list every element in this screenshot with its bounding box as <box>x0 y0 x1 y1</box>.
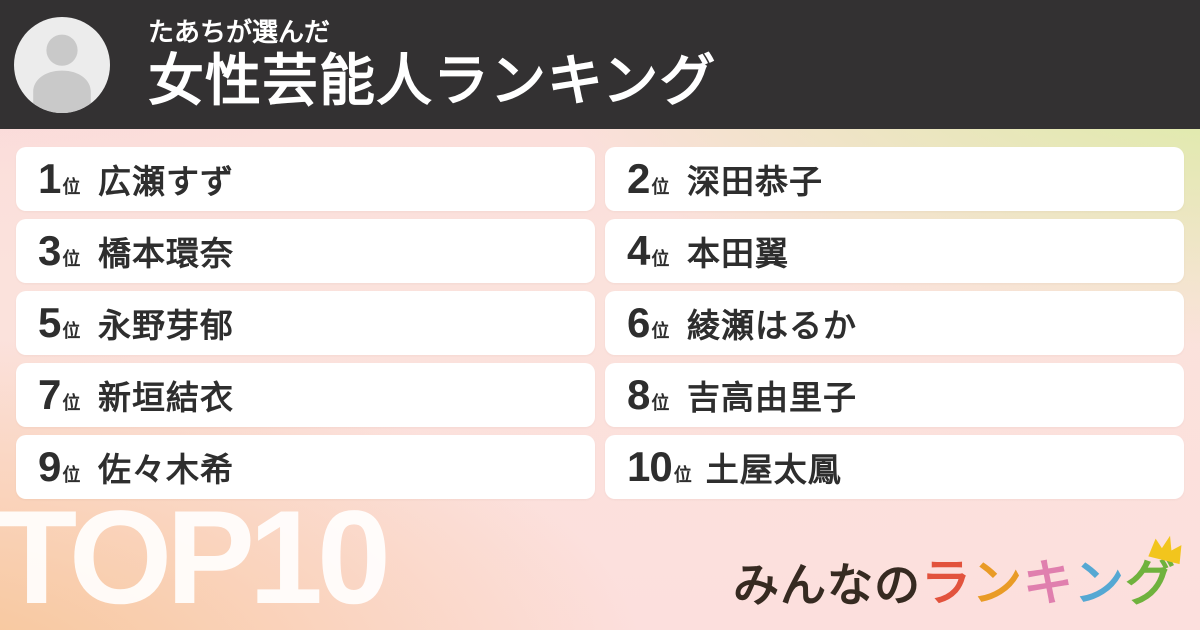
celebrity-name: 広瀬すず <box>98 163 234 200</box>
rank-suffix: 位 <box>62 177 81 197</box>
rank-number: 3 <box>38 227 61 274</box>
celebrity-name: 橋本環奈 <box>98 235 234 272</box>
rank-suffix: 位 <box>651 393 670 413</box>
logo-char: ン <box>1074 555 1125 611</box>
logo-char: ラ <box>921 555 972 611</box>
rank-number: 10 <box>627 443 673 490</box>
rank-suffix: 位 <box>62 249 81 269</box>
celebrity-name: 吉高由里子 <box>687 379 857 416</box>
rank-suffix: 位 <box>651 177 670 197</box>
rank-number: 4 <box>627 227 650 274</box>
rank-number: 6 <box>627 299 650 346</box>
logo-char: ン <box>972 555 1023 611</box>
celebrity-name: 本田翼 <box>687 235 789 272</box>
logo-char: グ <box>1125 555 1176 611</box>
avatar <box>14 16 110 113</box>
person-icon <box>33 34 91 113</box>
logo-char: キ <box>1023 555 1074 611</box>
ranking-item: 10 位 土屋太鳳 <box>605 435 1184 499</box>
rank-suffix: 位 <box>673 465 692 485</box>
rank-number: 8 <box>627 371 650 418</box>
rank-number: 2 <box>627 155 650 202</box>
celebrity-name: 土屋太鳳 <box>705 451 842 488</box>
rank-suffix: 位 <box>651 321 670 341</box>
rank-suffix: 位 <box>62 393 81 413</box>
celebrity-name: 新垣結衣 <box>98 379 234 416</box>
rank-number: 7 <box>38 371 61 418</box>
rank-suffix: 位 <box>62 465 81 485</box>
rank-number: 5 <box>38 299 61 346</box>
celebrity-name: 綾瀬はるか <box>687 307 857 344</box>
rank-number: 1 <box>38 155 61 202</box>
minna-no-ranking-logo: みんなの ランキング <box>733 535 1182 611</box>
celebrity-name: 永野芽郁 <box>98 307 234 344</box>
rank-suffix: 位 <box>651 249 670 269</box>
rank-number: 9 <box>38 443 61 490</box>
header: たあちが選んだ 女性芸能人ランキング <box>0 0 1200 129</box>
top10-label: TOP10 <box>0 484 391 630</box>
celebrity-name: 深田恭子 <box>687 163 823 200</box>
rank-badge: 10 位 <box>627 446 692 488</box>
logo-text-prefix: みんなの <box>733 559 921 611</box>
celebrity-name: 佐々木希 <box>98 451 234 488</box>
ranking-author-label: たあちが選んだ <box>148 17 331 48</box>
header-text: たあちが選んだ 女性芸能人ランキング <box>148 17 716 112</box>
crown-icon <box>1148 535 1182 565</box>
rank-suffix: 位 <box>62 321 81 341</box>
logo-text-colored: ランキング <box>921 535 1182 611</box>
page-title: 女性芸能人ランキング <box>148 49 717 113</box>
